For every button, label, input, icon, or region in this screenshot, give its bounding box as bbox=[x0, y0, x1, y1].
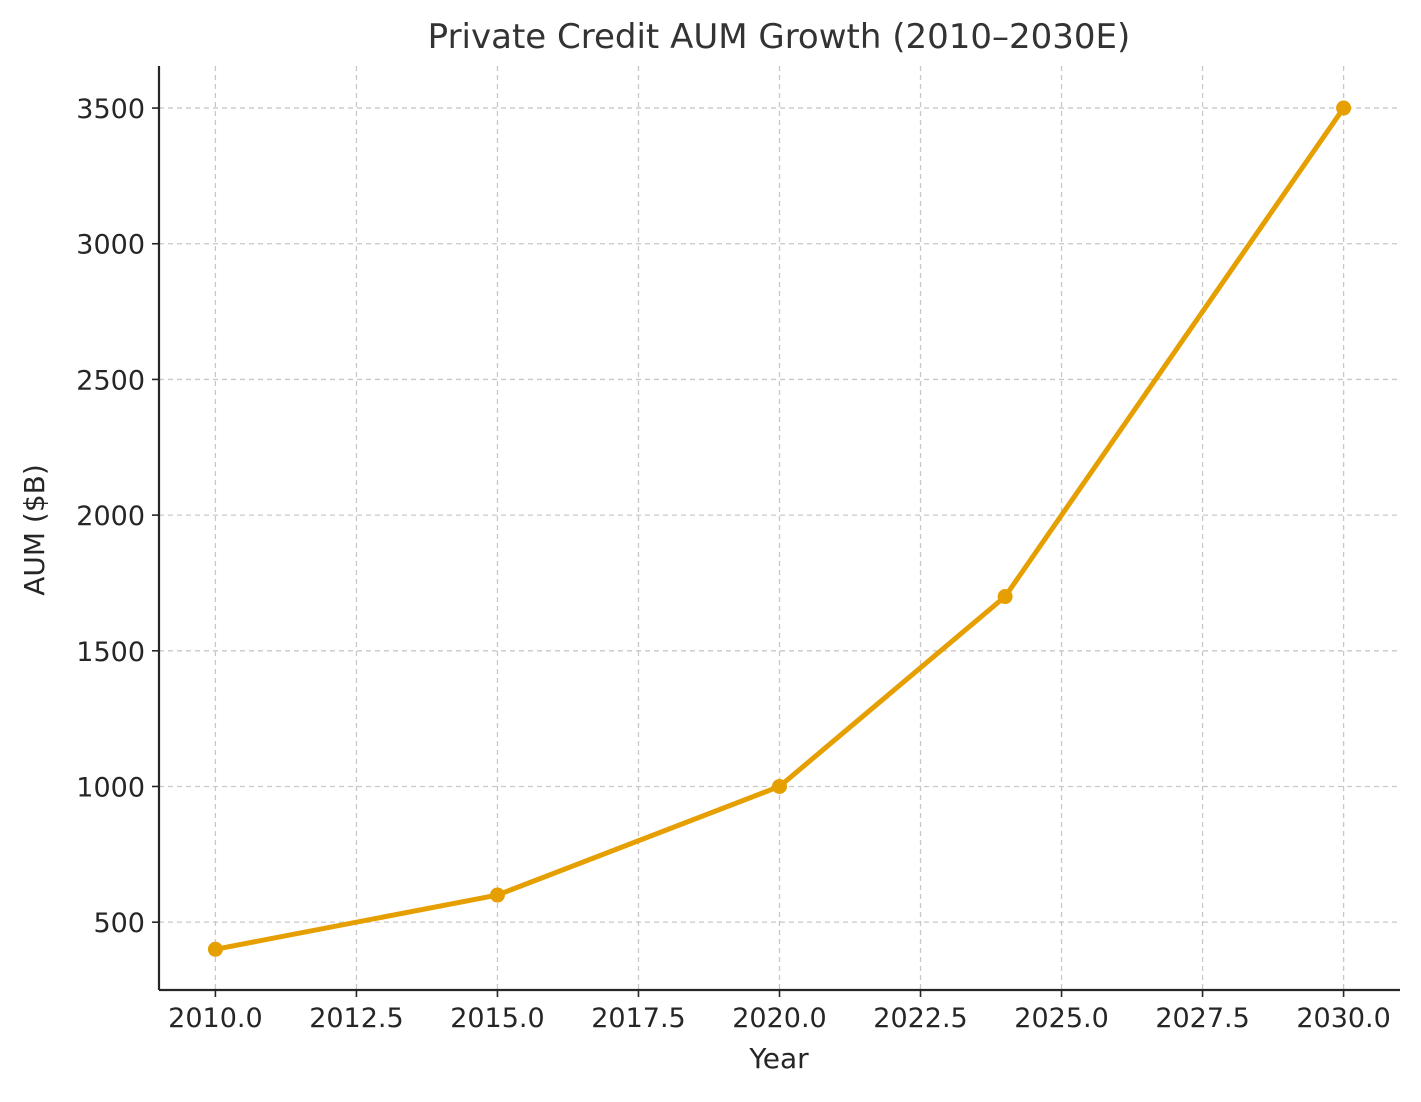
y-tick-label: 3000 bbox=[76, 230, 145, 261]
x-ticks: 2010.0 2012.5 2015.0 2017.5 2020.0 2022.5 2025… bbox=[168, 990, 1391, 1034]
x-tick-label: 2015.0 bbox=[450, 1003, 544, 1034]
data-point bbox=[1336, 100, 1352, 116]
x-tick-label: 2012.5 bbox=[309, 1003, 403, 1034]
y-tick-label: 2500 bbox=[76, 365, 145, 396]
x-tick-label: 2030.0 bbox=[1296, 1003, 1390, 1034]
x-tick-label: 2010.0 bbox=[168, 1003, 262, 1034]
y-tick-label: 1000 bbox=[76, 772, 145, 803]
x-tick-label: 2027.5 bbox=[1155, 1003, 1249, 1034]
y-tick-label: 2000 bbox=[76, 501, 145, 532]
data-point bbox=[772, 778, 787, 794]
x-tick-label: 2020.0 bbox=[732, 1003, 826, 1034]
series-layer bbox=[207, 100, 1352, 957]
x-tick-label: 2022.5 bbox=[873, 1003, 967, 1034]
x-tick-label: 2017.5 bbox=[591, 1003, 685, 1034]
y-tick-label: 1500 bbox=[76, 637, 145, 668]
x-tick-label: 2025.0 bbox=[1014, 1003, 1108, 1034]
y-ticks: 500 1000 1500 2000 2500 3000 3500 bbox=[76, 94, 159, 939]
data-point bbox=[997, 589, 1013, 605]
chart-title: Private Credit AUM Growth (2010–2030E) bbox=[428, 17, 1131, 57]
y-tick-label: 500 bbox=[93, 908, 145, 939]
grid-layer bbox=[159, 66, 1400, 990]
x-axis-label: Year bbox=[748, 1042, 809, 1075]
data-point bbox=[207, 941, 223, 957]
y-axis-label: AUM ($B) bbox=[18, 464, 51, 596]
y-tick-label: 3500 bbox=[76, 94, 145, 125]
data-point bbox=[489, 887, 505, 903]
